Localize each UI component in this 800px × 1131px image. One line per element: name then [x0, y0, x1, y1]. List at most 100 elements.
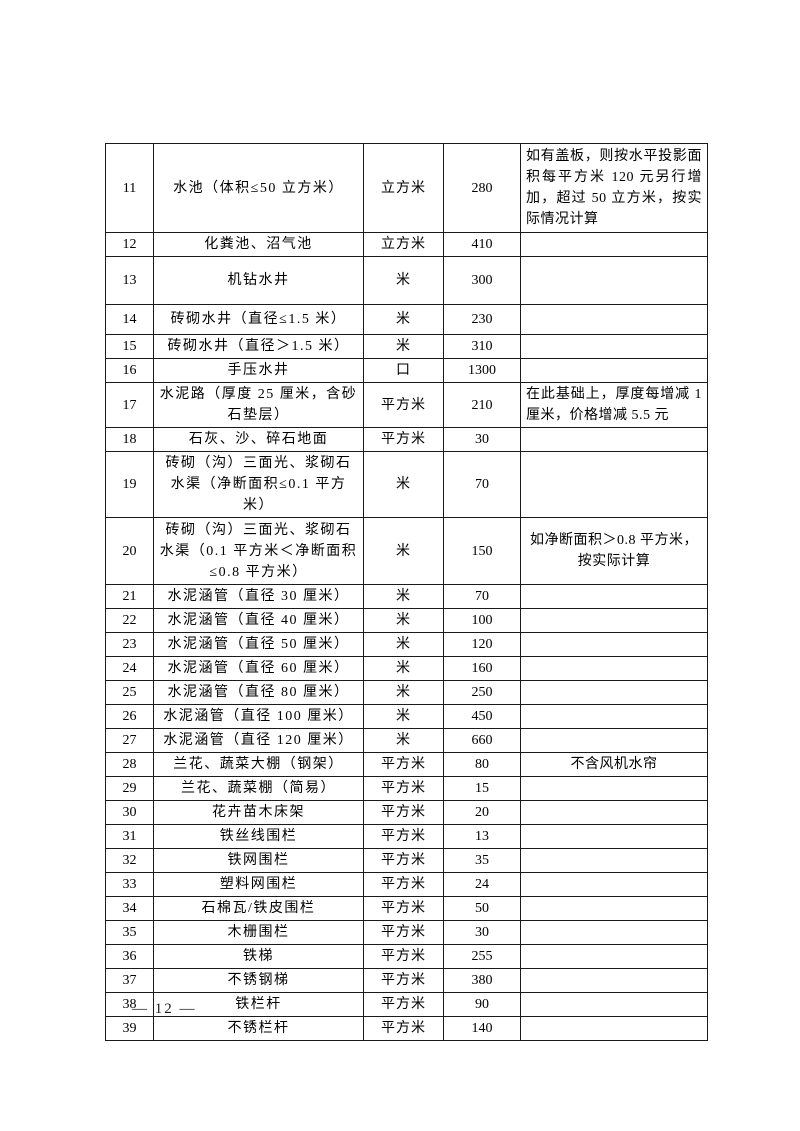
cell-remark	[520, 256, 708, 305]
cell-item-name: 砖砌（沟）三面光、浆砌石水渠（净断面积≤0.1 平方米）	[153, 451, 364, 518]
cell-remark: 如有盖板，则按水平投影面积每平方米 120 元另行增加，超过 50 立方米，按实…	[520, 143, 708, 233]
cell-remark	[520, 427, 708, 452]
table-row: 15 砖砌水井（直径＞1.5 米）米 310	[105, 334, 708, 359]
cell-row-number: 28	[105, 752, 154, 777]
cell-price: 140	[443, 1016, 521, 1041]
cell-remark	[520, 680, 708, 705]
compensation-table-body: 11 水池（体积≤50 立方米） 立方米 280 如有盖板，则按水平投影面积每平方米 1…	[105, 143, 708, 1041]
cell-remark	[520, 872, 708, 897]
cell-row-number: 23	[105, 632, 154, 657]
cell-unit: 口	[363, 358, 444, 383]
table-row: 18 石灰、沙、碎石地面 平方米 30	[105, 427, 708, 452]
table-row: 25 水泥涵管（直径 80 厘米）米 250	[105, 680, 708, 705]
cell-row-number: 19	[105, 451, 154, 518]
table-row: 17 水泥路（厚度 25 厘米，含砂石垫层） 平方米 210 在此基础上，厚度每增减 1…	[105, 382, 708, 428]
cell-remark	[520, 848, 708, 873]
cell-row-number: 22	[105, 608, 154, 633]
cell-unit: 米	[363, 334, 444, 359]
cell-unit: 平方米	[363, 800, 444, 825]
table-row: 37 不锈钢梯 平方米 380	[105, 968, 708, 993]
cell-price: 70	[443, 584, 521, 609]
cell-item-name: 铁梯	[153, 944, 364, 969]
cell-item-name: 塑料网围栏	[153, 872, 364, 897]
cell-remark	[520, 800, 708, 825]
cell-item-name: 石灰、沙、碎石地面	[153, 427, 364, 452]
cell-item-name: 铁丝线围栏	[153, 824, 364, 849]
cell-row-number: 12	[105, 232, 154, 257]
table-row: 12 化粪池、沼气池 立方米 410	[105, 232, 708, 257]
cell-item-name: 化粪池、沼气池	[153, 232, 364, 257]
cell-item-name: 铁栏杆	[153, 992, 364, 1017]
table-row: 20 砖砌（沟）三面光、浆砌石水渠（0.1 平方米＜净断面积≤0.8 平方米）米 1…	[105, 517, 708, 585]
cell-price: 30	[443, 920, 521, 945]
cell-unit: 平方米	[363, 752, 444, 777]
table-row: 36 铁梯 平方米 255	[105, 944, 708, 969]
cell-row-number: 29	[105, 776, 154, 801]
cell-item-name: 不锈栏杆	[153, 1016, 364, 1041]
cell-price: 150	[443, 517, 521, 585]
cell-remark: 在此基础上，厚度每增减 1 厘米，价格增减 5.5 元	[520, 382, 708, 428]
cell-row-number: 25	[105, 680, 154, 705]
cell-unit: 立方米	[363, 143, 444, 233]
cell-price: 660	[443, 728, 521, 753]
cell-unit: 米	[363, 728, 444, 753]
cell-item-name: 水泥涵管（直径 40 厘米）	[153, 608, 364, 633]
cell-item-name: 不锈钢梯	[153, 968, 364, 993]
cell-row-number: 24	[105, 656, 154, 681]
table-row: 30 花卉苗木床架 平方米 20	[105, 800, 708, 825]
cell-unit: 平方米	[363, 944, 444, 969]
cell-unit: 米	[363, 256, 444, 305]
cell-price: 100	[443, 608, 521, 633]
cell-price: 1300	[443, 358, 521, 383]
cell-row-number: 21	[105, 584, 154, 609]
cell-item-name: 水泥涵管（直径 100 厘米）	[153, 704, 364, 729]
cell-item-name: 兰花、蔬菜棚（简易）	[153, 776, 364, 801]
cell-price: 310	[443, 334, 521, 359]
cell-remark	[520, 704, 708, 729]
cell-row-number: 13	[105, 256, 154, 305]
cell-unit: 米	[363, 704, 444, 729]
cell-unit: 米	[363, 680, 444, 705]
cell-unit: 平方米	[363, 776, 444, 801]
cell-unit: 平方米	[363, 896, 444, 921]
cell-item-name: 手压水井	[153, 358, 364, 383]
cell-item-name: 木栅围栏	[153, 920, 364, 945]
cell-price: 35	[443, 848, 521, 873]
cell-unit: 米	[363, 632, 444, 657]
cell-remark	[520, 968, 708, 993]
cell-price: 30	[443, 427, 521, 452]
cell-row-number: 18	[105, 427, 154, 452]
cell-row-number: 31	[105, 824, 154, 849]
cell-remark	[520, 584, 708, 609]
table-row: 23 水泥涵管（直径 50 厘米）米 120	[105, 632, 708, 657]
cell-remark	[520, 1016, 708, 1041]
cell-item-name: 水泥涵管（直径 50 厘米）	[153, 632, 364, 657]
cell-remark	[520, 992, 708, 1017]
cell-row-number: 32	[105, 848, 154, 873]
table-row: 33 塑料网围栏 平方米 24	[105, 872, 708, 897]
cell-remark	[520, 451, 708, 518]
cell-item-name: 兰花、蔬菜大棚（钢架）	[153, 752, 364, 777]
cell-price: 300	[443, 256, 521, 305]
cell-price: 50	[443, 896, 521, 921]
cell-remark	[520, 776, 708, 801]
cell-price: 450	[443, 704, 521, 729]
cell-unit: 平方米	[363, 848, 444, 873]
cell-unit: 立方米	[363, 232, 444, 257]
table-row: 27 水泥涵管（直径 120 厘米）米 660	[105, 728, 708, 753]
cell-item-name: 砖砌水井（直径＞1.5 米）	[153, 334, 364, 359]
cell-price: 20	[443, 800, 521, 825]
table-row: 14 砖砌水井（直径≤1.5 米）米 230	[105, 304, 708, 335]
cell-remark: 不含风机水帘	[520, 752, 708, 777]
cell-unit: 平方米	[363, 992, 444, 1017]
cell-item-name: 水泥涵管（直径 120 厘米）	[153, 728, 364, 753]
cell-price: 15	[443, 776, 521, 801]
cell-unit: 平方米	[363, 382, 444, 428]
cell-price: 120	[443, 632, 521, 657]
cell-item-name: 水泥涵管（直径 30 厘米）	[153, 584, 364, 609]
cell-price: 80	[443, 752, 521, 777]
cell-unit: 平方米	[363, 824, 444, 849]
cell-row-number: 11	[105, 143, 154, 233]
cell-remark	[520, 358, 708, 383]
cell-remark	[520, 334, 708, 359]
